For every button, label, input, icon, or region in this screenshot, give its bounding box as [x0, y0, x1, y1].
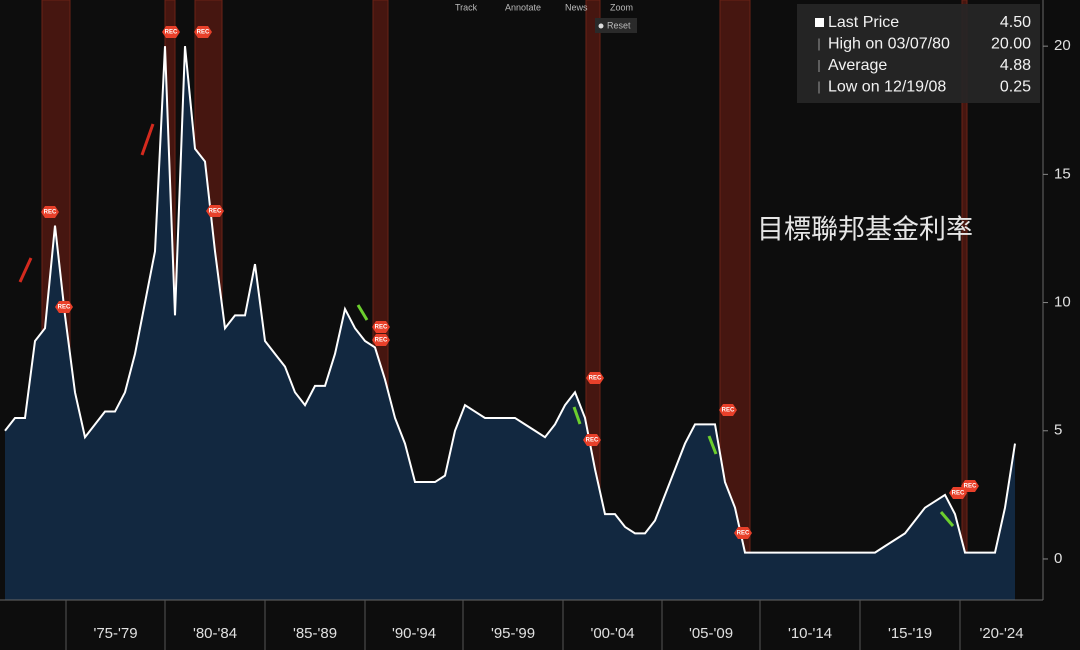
- legend-label: Low on 12/19/08: [828, 79, 946, 96]
- arrow: [140, 123, 155, 156]
- x-tick-label: '80-'84: [193, 625, 237, 642]
- rec-marker: [583, 434, 601, 446]
- rec-label: REC: [586, 438, 599, 444]
- x-tick-label: '20-'24: [979, 625, 1023, 642]
- toolbar-item[interactable]: News: [565, 2, 588, 12]
- rec-marker: [961, 480, 979, 492]
- arrow: [356, 304, 369, 321]
- reset-icon: [598, 23, 604, 29]
- legend-box: [797, 4, 1040, 103]
- rec-marker: [734, 527, 752, 539]
- y-tick-label: 0: [1054, 550, 1062, 567]
- plot: [4, 46, 1016, 600]
- x-tick-label: '75-'79: [93, 625, 137, 642]
- x-tick-label: '10-'14: [788, 625, 832, 642]
- rec-marker: [949, 487, 967, 499]
- rec-label: REC: [952, 491, 965, 497]
- reset-button[interactable]: [595, 18, 637, 33]
- rec-marker: [719, 404, 737, 416]
- rec-marker: [586, 372, 604, 384]
- rec-label: REC: [209, 209, 222, 215]
- x-tick-label: '85-'89: [293, 625, 337, 642]
- x-tick-label: '00-'04: [590, 625, 634, 642]
- rec-label: REC: [165, 30, 178, 36]
- rec-label: REC: [375, 325, 388, 331]
- y-tick-label: 15: [1054, 165, 1071, 182]
- area: [5, 46, 1015, 600]
- y-tick-label: 20: [1054, 37, 1071, 54]
- rec-label: REC: [58, 305, 71, 311]
- line: [4, 46, 1016, 554]
- rec-marker: [162, 26, 180, 38]
- y-tick-label: 5: [1054, 422, 1062, 439]
- rec-marker: [206, 205, 224, 217]
- arrow: [939, 511, 955, 527]
- rec-marker: [194, 26, 212, 38]
- arrows: [18, 123, 955, 527]
- legend-value: 20.00: [991, 36, 1031, 53]
- arrow: [707, 435, 718, 455]
- x-tick-label: '95-'99: [491, 625, 535, 642]
- toolbar-item[interactable]: Track: [455, 2, 478, 12]
- legend-value: 4.88: [1000, 57, 1031, 74]
- rec-marker: [372, 334, 390, 346]
- rec-label: REC: [197, 30, 210, 36]
- legend-label: High on 03/07/80: [828, 36, 950, 53]
- annotation: 目標聯邦基金利率: [757, 215, 973, 246]
- reset-label[interactable]: Reset: [607, 20, 631, 30]
- rec-marker: [55, 301, 73, 313]
- rec-label: REC: [375, 338, 388, 344]
- legend-value: 4.50: [1000, 14, 1031, 31]
- y-tick-label: 10: [1054, 294, 1071, 311]
- rec-label: REC: [589, 376, 602, 382]
- rec-marker: [41, 206, 59, 218]
- arrow: [18, 257, 33, 283]
- rec-label: REC: [44, 210, 57, 216]
- legend-swatch: [815, 18, 824, 27]
- toolbar-item[interactable]: Annotate: [505, 2, 541, 12]
- rec-label: REC: [722, 408, 735, 414]
- rec-marker: [372, 321, 390, 333]
- arrow: [572, 406, 582, 425]
- legend-label: Last Price: [828, 14, 899, 31]
- rec-label: REC: [737, 531, 750, 537]
- x-tick-label: '90-'94: [392, 625, 436, 642]
- rec-label: REC: [964, 484, 977, 490]
- x-tick-label: '05-'09: [689, 625, 733, 642]
- legend-value: 0.25: [1000, 79, 1031, 96]
- toolbar-item[interactable]: Zoom: [610, 2, 633, 12]
- legend-label: Average: [828, 57, 887, 74]
- x-tick-label: '15-'19: [888, 625, 932, 642]
